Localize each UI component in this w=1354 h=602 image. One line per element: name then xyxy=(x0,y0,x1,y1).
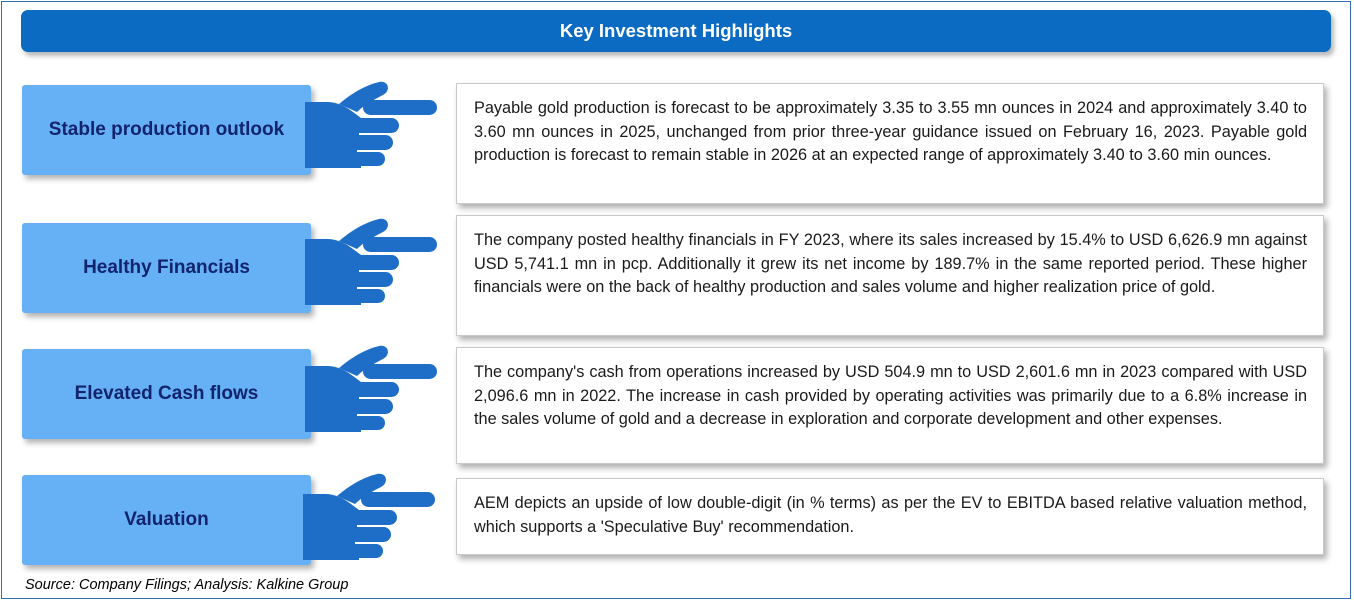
pointing-hand-icon xyxy=(305,344,438,433)
highlight-label-financials: Healthy Financials xyxy=(22,223,311,313)
pointing-hand-icon xyxy=(303,472,436,561)
pointing-hand-icon xyxy=(305,80,438,169)
source-note: Source: Company Filings; Analysis: Kalki… xyxy=(25,577,349,593)
pointing-hand-icon xyxy=(305,217,438,306)
highlight-text-financials: The company posted healthy financials in… xyxy=(456,215,1324,336)
highlight-label-production: Stable production outlook xyxy=(22,85,311,175)
highlight-label-cashflows: Elevated Cash flows xyxy=(22,349,311,439)
highlight-text-production: Payable gold production is forecast to b… xyxy=(456,83,1324,204)
highlight-text-cashflows: The company's cash from operations incre… xyxy=(456,347,1324,464)
page-title: Key Investment Highlights xyxy=(21,10,1331,52)
highlight-text-valuation: AEM depicts an upside of low double-digi… xyxy=(456,478,1324,555)
highlight-label-valuation: Valuation xyxy=(22,475,311,565)
